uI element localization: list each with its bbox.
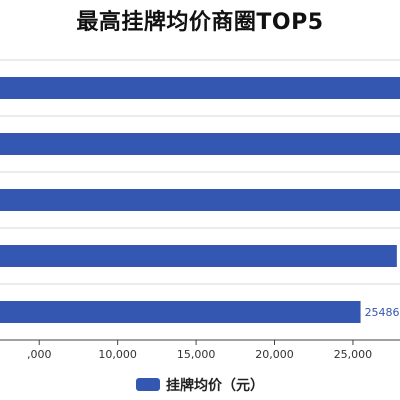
x-tick-label: 15,000	[177, 348, 216, 361]
legend-swatch	[136, 378, 160, 391]
chart-title: 最高挂牌均价商圈TOP5	[76, 10, 324, 35]
bar-data-label: 25486	[365, 306, 400, 319]
x-tick-label: ,000	[27, 348, 52, 361]
x-tick-label: 20,000	[255, 348, 294, 361]
bar	[0, 133, 400, 155]
legend-label: 挂牌均价（元）	[166, 378, 264, 394]
bar	[0, 301, 361, 323]
bar	[0, 245, 397, 267]
x-tick-label: 25,000	[334, 348, 373, 361]
bar	[0, 189, 400, 211]
bar	[0, 77, 400, 99]
x-tick-label: 10,000	[98, 348, 137, 361]
legend: 挂牌均价（元）	[0, 375, 400, 395]
